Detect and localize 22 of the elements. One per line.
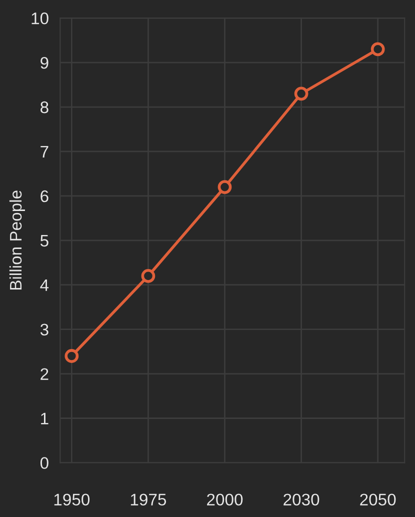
x-tick-label: 2050 <box>360 494 396 506</box>
x-tick-label: 1975 <box>130 494 166 506</box>
y-axis-title: Billion People <box>9 190 25 290</box>
x-tick-label: 2030 <box>284 494 320 506</box>
x-tick-label: 2000 <box>207 494 243 506</box>
point <box>370 42 385 56</box>
y-tick-label: 2 <box>40 368 48 380</box>
x-tick-label: 1950 <box>54 494 90 506</box>
y-tick-label: 0 <box>40 457 48 469</box>
y-tick-label: 6 <box>40 190 48 202</box>
y-tick-label: 7 <box>40 146 48 158</box>
point <box>294 86 308 101</box>
point <box>218 180 232 194</box>
y-tick-label: 8 <box>40 101 48 114</box>
y-tick-label: 5 <box>40 234 48 247</box>
y-tick-label: 10 <box>32 12 48 24</box>
y-tick-label: 4 <box>40 279 49 291</box>
point <box>64 349 79 363</box>
y-tick-label: 1 <box>41 412 48 424</box>
y-tick-label: 9 <box>40 56 48 69</box>
y-tick-label: 3 <box>40 324 48 336</box>
point <box>141 269 156 283</box>
